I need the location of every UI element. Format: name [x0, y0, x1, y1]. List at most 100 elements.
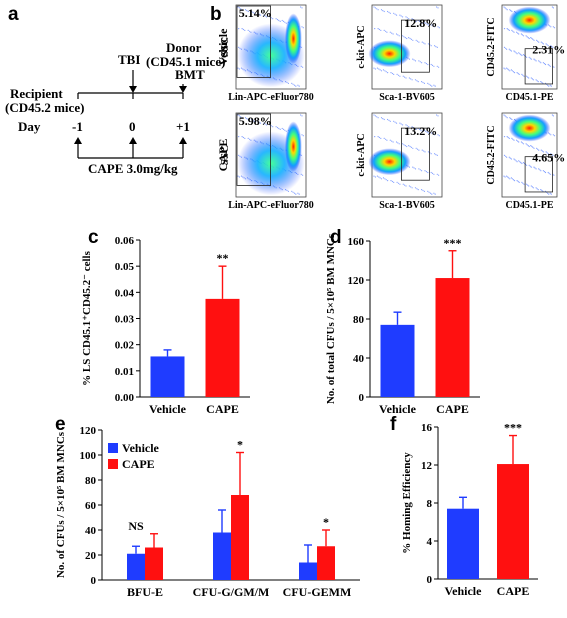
flow-event-dot	[419, 169, 421, 171]
flow-event-dot	[387, 180, 389, 182]
flow-event-dot	[518, 141, 520, 143]
flow-event-dot	[521, 34, 524, 36]
flow-event-dot	[418, 149, 420, 151]
x-category-label: CAPE	[206, 402, 239, 416]
flow-event-dot	[522, 35, 525, 37]
flow-event-dot	[373, 175, 375, 177]
flow-event-dot	[430, 45, 432, 47]
flow-event-dot	[257, 120, 259, 122]
flow-event-dot	[517, 72, 519, 75]
flow-event-dot	[425, 22, 427, 24]
flow-event-dot	[301, 115, 303, 117]
y-tick-label: 0.00	[115, 392, 135, 404]
significance-annotation: **	[217, 251, 229, 265]
flow-event-dot	[521, 181, 523, 183]
flow-event-dot	[422, 81, 424, 84]
flow-event-dot	[435, 46, 437, 48]
flow-event-dot	[412, 147, 414, 149]
flow-event-dot	[406, 125, 408, 127]
flow-event-dot	[530, 77, 532, 79]
flow-event-dot	[406, 37, 408, 40]
flow-event-dot	[525, 35, 527, 37]
flow-event-dot	[530, 185, 532, 187]
flow-event-dot	[237, 67, 239, 69]
flow-event-dot	[508, 48, 510, 50]
flow-event-dot	[244, 9, 247, 11]
flow-event-dot	[386, 31, 388, 33]
flow-event-dot	[384, 178, 386, 180]
flow-event-dot	[416, 148, 419, 150]
flow-event-dot	[241, 117, 243, 119]
flow-event-dot	[553, 66, 555, 68]
bar	[447, 508, 479, 579]
flow-event-dot	[436, 6, 438, 8]
flow-event-dot	[552, 46, 554, 49]
flow-event-dot	[419, 128, 421, 130]
flow-event-dot	[438, 174, 440, 176]
flow-event-dot	[437, 7, 439, 9]
flow-event-dot	[532, 146, 534, 148]
flow-event-dot	[543, 171, 546, 173]
flow-event-dot	[257, 12, 259, 14]
flow-event-dot	[415, 20, 417, 22]
flow-event-dot	[538, 60, 540, 62]
flow-event-dot	[388, 119, 390, 121]
flow-event-dot	[406, 17, 408, 19]
flow-event-dot	[405, 77, 407, 79]
flow-gate	[400, 19, 430, 73]
flow-event-dot	[534, 167, 536, 169]
flow-event-dot	[411, 126, 413, 128]
flow-event-dot	[410, 78, 412, 80]
y-tick-label: 0.02	[115, 340, 135, 352]
flow-event-dot	[551, 114, 554, 116]
flow-event-dot	[503, 28, 506, 30]
flow-event-dot	[382, 118, 384, 120]
bar	[299, 562, 317, 580]
y-tick-label: 100	[80, 450, 97, 462]
flow-event-dot	[377, 9, 379, 11]
flow-event-dot	[511, 70, 513, 72]
significance-annotation: *	[323, 515, 329, 529]
panel-label-a: a	[8, 4, 19, 25]
flow-event-dot	[279, 20, 281, 22]
flow-event-dot	[528, 37, 530, 40]
flow-event-dot	[545, 43, 547, 45]
flow-event-dot	[537, 189, 539, 191]
flow-event-dot	[520, 162, 522, 164]
day-0: 0	[129, 119, 136, 134]
y-tick-label: 12	[421, 460, 433, 472]
flow-event-dot	[247, 118, 249, 121]
flow-event-dot	[418, 168, 420, 170]
flow-event-dot	[396, 181, 398, 183]
flow-event-dot	[395, 141, 398, 143]
flow-event-dot	[408, 18, 410, 20]
flow-event-dot	[275, 18, 277, 20]
panel-label-e: e	[55, 414, 66, 435]
legend-swatch	[108, 459, 118, 469]
flow-event-dot	[373, 6, 375, 8]
flow-event-dot	[388, 11, 390, 13]
flow-density-peak	[285, 121, 302, 172]
flow-event-dot	[509, 49, 511, 51]
flow-event-dot	[246, 118, 248, 120]
flow-event-dot	[408, 37, 410, 39]
y-tick-label: 4	[427, 536, 433, 548]
flow-event-dot	[419, 20, 421, 22]
flow-event-dot	[539, 169, 541, 171]
flow-event-dot	[373, 67, 375, 69]
flow-event-dot	[379, 177, 381, 179]
flow-event-dot	[421, 149, 423, 151]
flow-event-dot	[522, 74, 524, 76]
flow-event-dot	[521, 73, 523, 75]
flow-event-dot	[510, 158, 512, 160]
flow-event-dot	[300, 114, 302, 116]
flow-event-dot	[399, 14, 401, 16]
flow-x-axis-label: Lin-APC-eFluor780	[228, 92, 314, 103]
flow-event-dot	[287, 82, 289, 84]
day-label: Day	[18, 119, 41, 134]
flow-event-dot	[389, 139, 391, 141]
flow-event-dot	[414, 187, 417, 189]
flow-event-dot	[511, 10, 513, 13]
flow-event-dot	[390, 72, 392, 74]
flow-event-dot	[513, 31, 515, 33]
